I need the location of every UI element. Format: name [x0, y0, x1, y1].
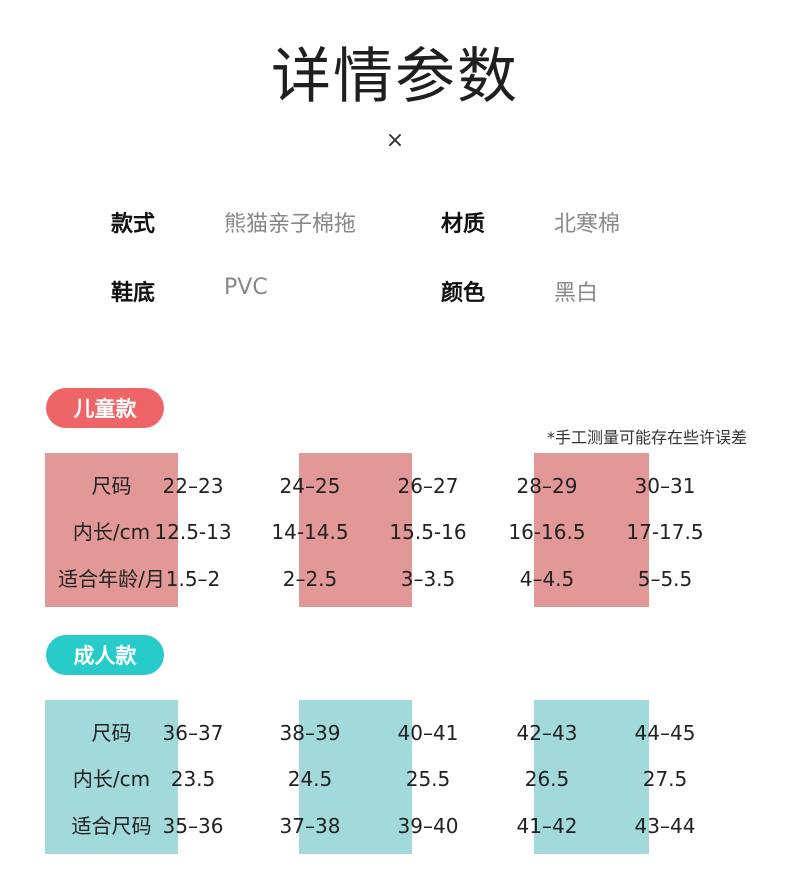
table-cell: 35–36 [162, 814, 224, 838]
table-cell: 22–23 [162, 474, 224, 498]
table-cell: 3–3.5 [400, 567, 456, 591]
table-shade-column [299, 453, 412, 607]
table-cell: 28–29 [516, 474, 578, 498]
spec-sole-value: PVC [224, 275, 268, 300]
table-row-label: 尺码 [91, 474, 132, 498]
table-row-label: 内长/cm [72, 767, 151, 791]
page-title: 详情参数 [271, 42, 519, 112]
kids-badge: 儿童款 [46, 388, 164, 428]
table-cell: 37–38 [279, 814, 341, 838]
table-cell: 4–4.5 [519, 567, 575, 591]
table-cell: 39–40 [397, 814, 459, 838]
table-shade-column [45, 700, 178, 854]
table-cell: 30–31 [634, 474, 696, 498]
table-cell: 26.5 [524, 767, 570, 791]
measurement-note: *手工测量可能存在些许误差 [546, 428, 747, 447]
table-cell: 5–5.5 [637, 567, 693, 591]
table-cell: 40–41 [397, 721, 459, 745]
table-cell: 25.5 [405, 767, 451, 791]
table-row-label: 适合年龄/月 [58, 567, 165, 591]
table-cell: 44–45 [634, 721, 696, 745]
table-cell: 23.5 [170, 767, 216, 791]
table-shade-column [45, 453, 178, 607]
table-cell: 24.5 [287, 767, 333, 791]
spec-material-value: 北寒棉 [554, 212, 621, 237]
table-shade-column [299, 700, 412, 854]
table-cell: 36–37 [162, 721, 224, 745]
spec-style-value: 熊猫亲子棉拖 [224, 212, 357, 237]
table-cell: 12.5-13 [154, 520, 232, 544]
kids-size-table: 尺码 22–23 24–25 26–27 28–29 30–31 内长/cm 12.5-13 1… [45, 453, 704, 607]
spec-sole-label: 鞋底 [111, 281, 156, 306]
table-cell: 42–43 [516, 721, 578, 745]
spec-style-label: 款式 [111, 212, 156, 237]
spec-material-label: 材质 [441, 212, 486, 237]
table-cell: 27.5 [642, 767, 688, 791]
spec-color-label: 颜色 [441, 281, 486, 306]
table-cell: 26–27 [397, 474, 459, 498]
table-cell: 1.5–2 [165, 567, 221, 591]
table-row-label: 适合尺码 [71, 814, 152, 838]
table-cell: 16-16.5 [508, 520, 586, 544]
adult-size-table: 尺码 36–37 38–39 40–41 42–43 44–45 内长/cm 23.5 24.5… [45, 700, 695, 854]
table-cell: 38–39 [279, 721, 341, 745]
table-cell: 14-14.5 [271, 520, 349, 544]
adult-badge: 成人款 [46, 635, 164, 675]
table-cell: 2–2.5 [282, 567, 338, 591]
table-cell: 24–25 [279, 474, 341, 498]
spec-color-value: 黑白 [554, 281, 599, 306]
table-cell: 43–44 [634, 814, 696, 838]
close-icon: × [385, 128, 405, 153]
table-row-label: 尺码 [91, 721, 132, 745]
table-cell: 17-17.5 [626, 520, 704, 544]
table-cell: 15.5-16 [389, 520, 467, 544]
table-row-label: 内长/cm [72, 520, 151, 544]
table-shade-column [534, 453, 649, 607]
table-shade-column [534, 700, 649, 854]
table-cell: 41–42 [516, 814, 578, 838]
